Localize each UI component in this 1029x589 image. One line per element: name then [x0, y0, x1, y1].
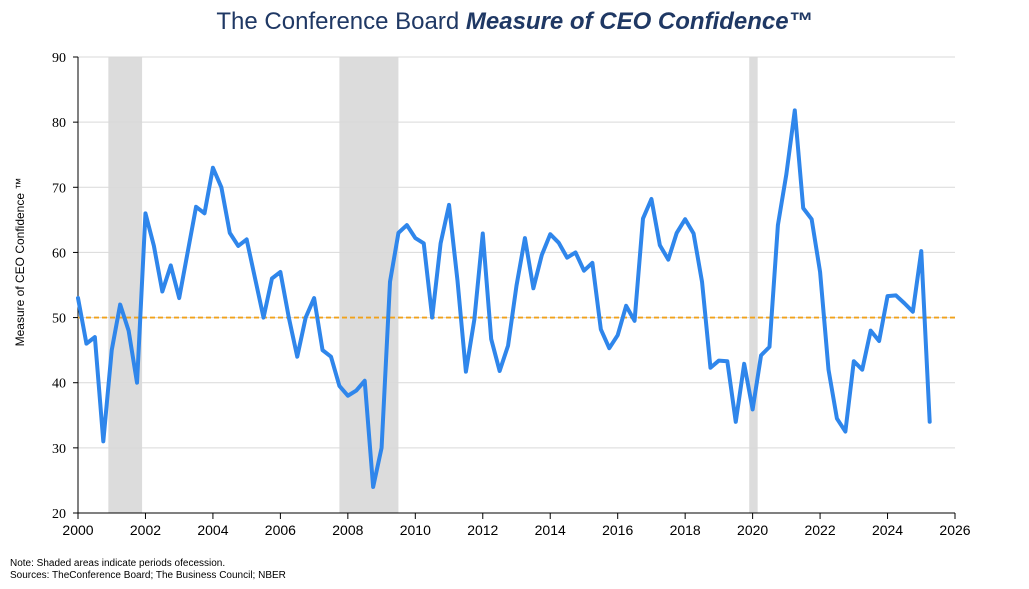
y-ticks: 20 30 40 50 60 70 80 90: [52, 51, 78, 522]
x-tick-label-2010: 2010: [400, 522, 431, 538]
x-tick-label-2024: 2024: [872, 522, 903, 538]
footnote: Note: Shaded areas indicate periods ofec…: [10, 558, 226, 569]
series-line-0: [76, 108, 932, 489]
x-tick-label-2000: 2000: [62, 522, 93, 538]
recession-bands: [108, 57, 758, 513]
x-tick-label-2020: 2020: [737, 522, 768, 538]
y-tick-label-50: 50: [52, 312, 66, 327]
x-tick-label-2002: 2002: [130, 522, 161, 538]
recession-band-2: [749, 57, 758, 513]
series-group: [76, 108, 932, 489]
sources: Sources: TheConference Board; The Busine…: [10, 570, 286, 581]
chart-title: The Conference Board Measure of CEO Conf…: [0, 8, 1029, 36]
x-ticks: 2000 2002 2004 2006 2008 2010 2012 2014 2016 2018…: [62, 513, 971, 538]
title-prefix: The Conference Board: [216, 8, 466, 35]
y-tick-label-40: 40: [52, 377, 66, 392]
y-tick-label-70: 70: [52, 181, 66, 196]
recession-band-0: [108, 57, 143, 513]
y-tick-label-30: 30: [52, 442, 66, 457]
x-tick-label-2014: 2014: [535, 522, 566, 538]
axes: [77, 57, 955, 514]
x-tick-label-2008: 2008: [332, 522, 363, 538]
x-tick-label-2012: 2012: [467, 522, 498, 538]
x-tick-label-2018: 2018: [670, 522, 701, 538]
y-tick-label-80: 80: [52, 116, 66, 131]
x-tick-label-2016: 2016: [602, 522, 633, 538]
x-tick-label-2022: 2022: [804, 522, 835, 538]
x-tick-label-2006: 2006: [265, 522, 296, 538]
y-tick-label-20: 20: [52, 507, 66, 522]
x-tick-label-2004: 2004: [197, 522, 228, 538]
title-emphasis: Measure of CEO Confidence™: [465, 8, 813, 35]
gridlines: [78, 56, 955, 449]
y-tick-label-60: 60: [52, 246, 66, 261]
y-tick-label-90: 90: [52, 51, 66, 66]
x-tick-label-2026: 2026: [939, 522, 970, 538]
